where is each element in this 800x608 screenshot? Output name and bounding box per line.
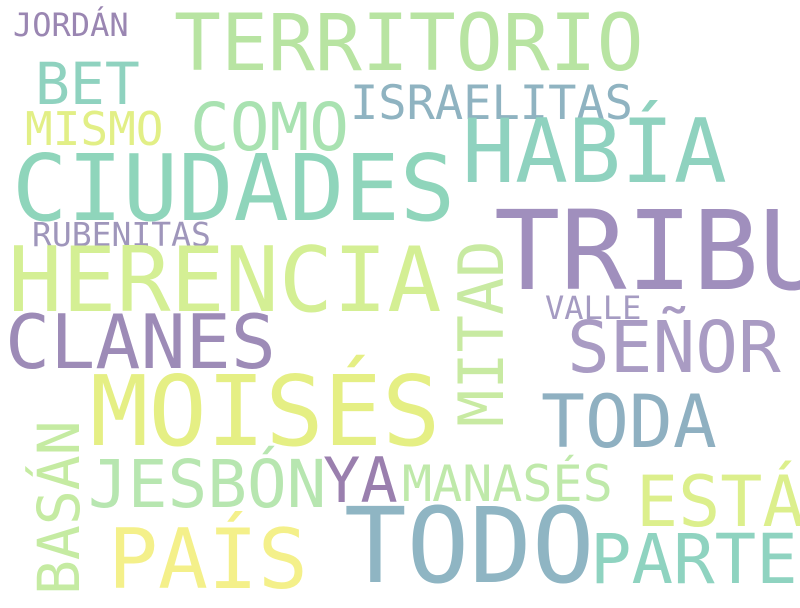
word-jordan: JORDÁN [13, 6, 129, 44]
word-clanes: CLANES [5, 298, 276, 386]
word-valle: VALLE [545, 289, 642, 327]
word-tribu: TRIBU [494, 187, 800, 315]
word-mismo: MISMO [25, 102, 164, 156]
word-ciudades: CIUDADES [12, 135, 456, 242]
word-basan: BASÁN [25, 420, 93, 595]
word-toda: TODA [541, 380, 717, 465]
word-jesbon: JESBÓN [88, 446, 327, 523]
word-ya: YA [323, 444, 398, 517]
word-parte: PARTE [590, 520, 798, 600]
word-herencia: HERENCIA [8, 228, 442, 333]
word-manases: MANASÉS [402, 455, 613, 513]
word-esta: ESTÁ [636, 461, 800, 543]
word-pais: PAÍS [108, 511, 308, 608]
word-mitad: MITAD [445, 240, 518, 427]
word-como: COMO [190, 89, 349, 166]
word-bet: BET [35, 50, 140, 118]
word-rubenitas: RUBENITAS [32, 215, 211, 254]
word-territorio: TERRITORIO [174, 0, 644, 89]
word-moises: MOISÉS [90, 355, 441, 468]
word-israelitas: ISRAELITAS [350, 76, 633, 131]
word-todo: TODO [344, 485, 595, 607]
word-senor: SEÑOR [567, 306, 781, 389]
word-habia: HABÍA [462, 100, 727, 203]
